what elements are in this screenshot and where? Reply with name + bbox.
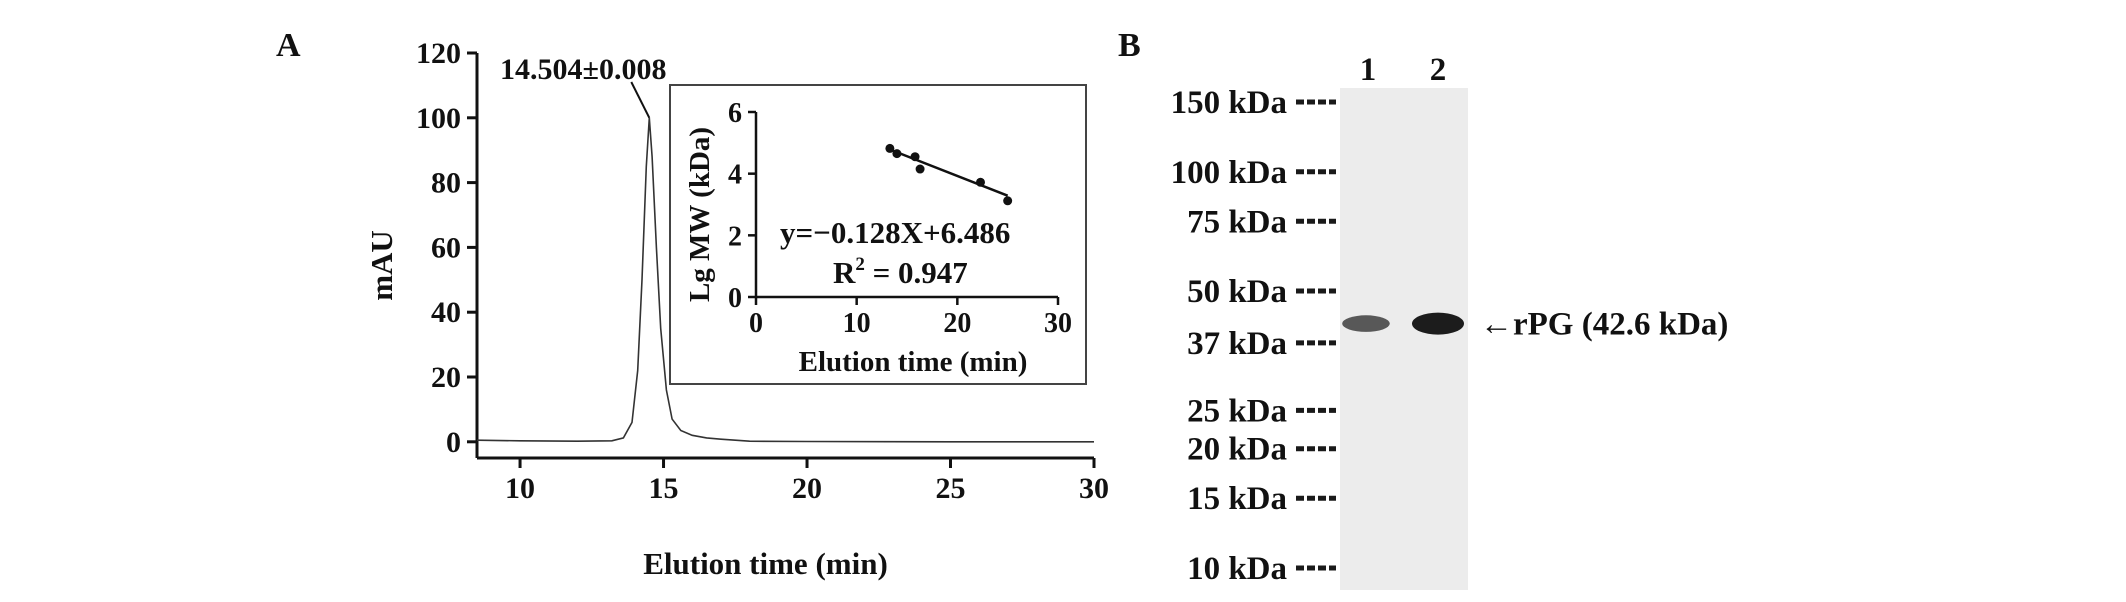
inset-y-axis-label: Lg MW (kDa): [684, 127, 716, 302]
inset-x-tick-label: 0: [749, 308, 763, 339]
sds-page-gel: 150 kDa 100 kDa 75 kDa 50 kDa 37 kDa 25 kDa20…: [1171, 52, 1728, 590]
inset-frame: [669, 84, 1087, 385]
inset-x-tick-label: 30: [1044, 308, 1072, 339]
calibration-point: [892, 149, 902, 159]
x-tick-label: 25: [936, 472, 966, 505]
y-tick-label: 60: [431, 231, 461, 264]
inset-x-tick-label: 10: [843, 308, 871, 339]
marker-label: 20 kDa: [1187, 432, 1287, 468]
calibration-point: [1003, 196, 1013, 206]
calibration-inset-chart: 0 10 20 30 0 2 4 6 Elution time (min) Lg MW (kDa)…: [669, 84, 1087, 385]
y-tick-label: 80: [431, 167, 461, 200]
calibration-point: [975, 177, 985, 187]
chromatogram-trace: [476, 117, 1094, 443]
marker-label: 150 kDa: [1171, 85, 1287, 121]
marker-label: 100 kDa: [1171, 155, 1287, 191]
marker-label: 75 kDa: [1187, 204, 1287, 240]
gel-background: [1340, 88, 1468, 590]
x-tick-label: 20: [792, 472, 822, 505]
calibration-point: [915, 164, 925, 174]
calibration-point: [885, 143, 895, 153]
inset-y-tick-label: 0: [728, 283, 742, 314]
protein-band: [1342, 315, 1390, 332]
inset-y-tick-label: 6: [728, 98, 742, 129]
x-tick-label: 30: [1079, 472, 1109, 505]
x-axis-label: Elution time (min): [643, 546, 888, 581]
lane-label: 1: [1360, 52, 1377, 88]
peak-annotation: 14.504±0.008: [500, 53, 666, 86]
marker-label: 37 kDa: [1187, 326, 1287, 362]
inset-y-tick-label: 4: [728, 160, 742, 191]
fit-line: [889, 148, 1009, 197]
y-tick-label: 100: [416, 102, 461, 135]
r-squared-label: R2 = 0.947: [833, 254, 968, 290]
y-tick-label: 120: [416, 37, 461, 70]
inset-y-tick-label: 2: [728, 221, 742, 252]
panel-a-label: A: [276, 27, 301, 64]
marker-label: 50 kDa: [1187, 274, 1287, 310]
y-tick-label: 20: [431, 361, 461, 394]
inset-x-axis-label: Elution time (min): [799, 346, 1028, 378]
y-tick-label: 0: [446, 426, 461, 459]
x-tick-label: 10: [505, 472, 535, 505]
peak-leader-line: [630, 81, 651, 119]
x-tick-label: 15: [649, 472, 679, 505]
protein-band: [1412, 312, 1464, 335]
inset-x-tick-label: 20: [943, 308, 971, 339]
marker-label: 15 kDa: [1187, 481, 1287, 517]
calibration-point: [910, 152, 920, 162]
regression-equation: y=−0.128X+6.486: [780, 215, 1010, 250]
y-tick-label: 40: [431, 296, 461, 329]
marker-label: 10 kDa: [1187, 551, 1287, 587]
band-annotation: ←rPG (42.6 kDa): [1480, 307, 1728, 343]
lane-label: 2: [1430, 52, 1447, 88]
marker-label: 25 kDa: [1187, 393, 1287, 429]
y-axis-label: mAU: [364, 230, 399, 301]
panel-b-label: B: [1118, 27, 1141, 64]
